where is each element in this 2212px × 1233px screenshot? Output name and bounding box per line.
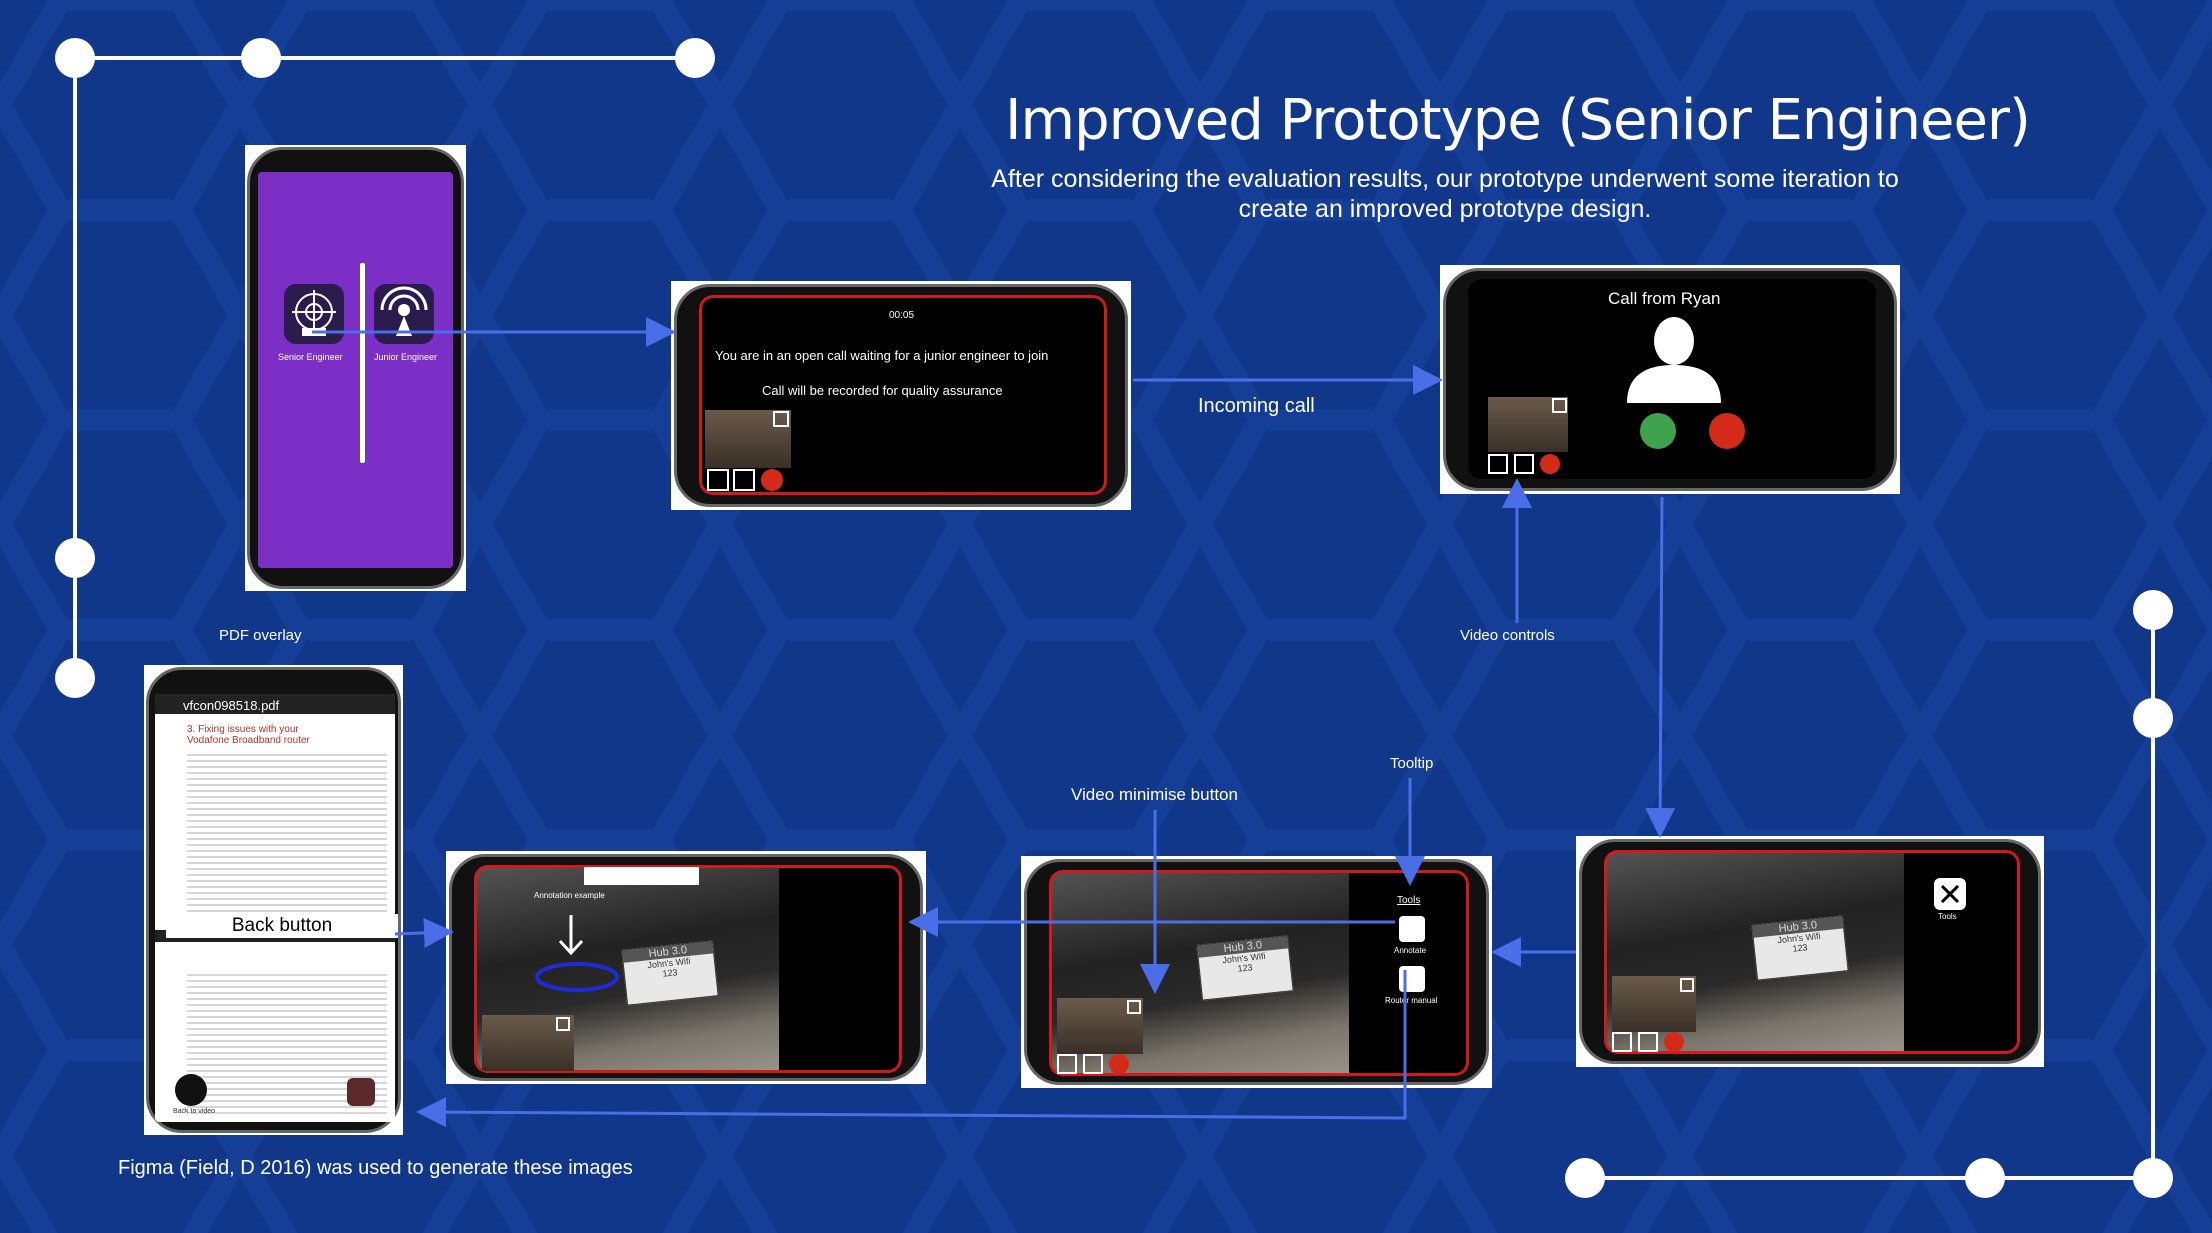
annotate-icon[interactable] bbox=[1399, 916, 1425, 942]
minimise-video-icon[interactable] bbox=[1552, 398, 1567, 413]
decor-dot bbox=[55, 38, 95, 78]
incoming-call-mockup: Call from Ryan bbox=[1440, 265, 1900, 494]
waiting-message: You are in an open call waiting for a ju… bbox=[715, 348, 1049, 363]
video-controls-label: Video controls bbox=[1460, 627, 1555, 644]
mute-icon[interactable] bbox=[1057, 1054, 1077, 1074]
video-off-icon[interactable] bbox=[1514, 454, 1534, 474]
annotation-screen-mockup: Hub 3.0 John's Wifi 123 Annotation examp… bbox=[446, 851, 926, 1084]
junior-engineer-app-label: Junior Engineer bbox=[374, 352, 438, 362]
tools-screen-mockup: Hub 3.0 John's Wifi 123 Tools bbox=[1576, 836, 2044, 1067]
video-off-icon[interactable] bbox=[1638, 1032, 1658, 1052]
video-off-icon[interactable] bbox=[733, 469, 755, 491]
self-video-thumbnail bbox=[1488, 397, 1568, 452]
minimise-video-icon[interactable] bbox=[556, 1017, 570, 1031]
video-off-icon[interactable] bbox=[1083, 1054, 1103, 1074]
annotation-arrow-icon bbox=[558, 915, 584, 955]
figma-credit: Figma (Field, D 2016) was used to genera… bbox=[118, 1157, 633, 1179]
router-manual-icon[interactable] bbox=[1399, 966, 1425, 992]
self-video-thumbnail bbox=[705, 410, 791, 468]
back-button-label: Back button bbox=[166, 914, 398, 938]
pdf-body-text bbox=[187, 754, 387, 924]
pdf-overlay-mockup: vfcon098518.pdf 3. Fixing issues with yo… bbox=[144, 665, 403, 1135]
decor-dot bbox=[2133, 698, 2173, 738]
pdf-heading: 3. Fixing issues with your Vodafone Broa… bbox=[187, 724, 310, 746]
decline-call-button[interactable] bbox=[1709, 413, 1745, 449]
annotate-label: Annotate bbox=[1394, 946, 1427, 955]
tooltip-label: Tooltip bbox=[1390, 755, 1434, 772]
senior-engineer-app-icon[interactable] bbox=[284, 284, 344, 344]
end-call-icon[interactable] bbox=[1664, 1032, 1684, 1052]
minimise-video-icon[interactable] bbox=[1680, 978, 1694, 992]
decor-dot bbox=[675, 38, 715, 78]
pdf-overlay-label: PDF overlay bbox=[219, 627, 302, 644]
minimise-video-icon[interactable] bbox=[1127, 1000, 1141, 1014]
caller-avatar-icon bbox=[1627, 317, 1721, 403]
mute-icon[interactable] bbox=[1488, 454, 1508, 474]
swipe-divider bbox=[359, 262, 366, 464]
junior-engineer-app-icon[interactable] bbox=[374, 284, 434, 344]
end-call-icon[interactable] bbox=[1109, 1054, 1129, 1074]
recording-notice: Call will be recorded for quality assura… bbox=[762, 383, 1003, 398]
end-call-icon[interactable] bbox=[1540, 454, 1560, 474]
decor-dot bbox=[2133, 590, 2173, 630]
minimise-video-icon[interactable] bbox=[773, 411, 789, 427]
accept-call-button[interactable] bbox=[1640, 413, 1676, 449]
waiting-screen-mockup: 00:05 You are in an open call waiting fo… bbox=[671, 281, 1131, 510]
decor-dot bbox=[241, 38, 281, 78]
annotation-circle bbox=[535, 962, 619, 992]
tools-icon[interactable] bbox=[1934, 878, 1966, 910]
tools-label: Tools bbox=[1938, 912, 1957, 921]
decor-dot bbox=[1965, 1158, 2005, 1198]
page-title: Improved Prototype (Senior Engineer) bbox=[1005, 88, 2031, 153]
pdf-filename: vfcon098518.pdf bbox=[183, 698, 280, 713]
page-subtitle: After considering the evaluation results… bbox=[991, 165, 1899, 223]
back-to-video-button[interactable] bbox=[175, 1074, 207, 1106]
mute-icon[interactable] bbox=[707, 469, 729, 491]
decor-dot bbox=[1565, 1158, 1605, 1198]
home-screen-mockup: Senior Engineer Junior Engineer bbox=[245, 145, 466, 591]
video-minimise-button-label: Video minimise button bbox=[1071, 785, 1238, 804]
tooltip-screen-mockup: Hub 3.0 John's Wifi 123 Tools Annotate R… bbox=[1021, 856, 1492, 1088]
end-call-icon[interactable] bbox=[761, 469, 783, 491]
senior-engineer-app-label: Senior Engineer bbox=[278, 352, 343, 362]
tools-label: Tools bbox=[1397, 895, 1421, 906]
self-video-thumbnail bbox=[1612, 976, 1696, 1032]
decor-dot bbox=[55, 658, 95, 698]
mute-icon[interactable] bbox=[1612, 1032, 1632, 1052]
annotation-example-label: Annotation example bbox=[534, 891, 605, 900]
edit-pdf-button[interactable] bbox=[347, 1078, 375, 1106]
back-to-video-label: Back to video bbox=[173, 1108, 216, 1115]
caller-name: Call from Ryan bbox=[1608, 289, 1721, 308]
decor-dot bbox=[55, 538, 95, 578]
incoming-call-label: Incoming call bbox=[1198, 395, 1315, 417]
annotation-toolbar[interactable] bbox=[584, 867, 699, 885]
call-timer: 00:05 bbox=[889, 310, 915, 321]
decor-dot bbox=[2133, 1158, 2173, 1198]
router-manual-label: Router manual bbox=[1385, 996, 1438, 1005]
